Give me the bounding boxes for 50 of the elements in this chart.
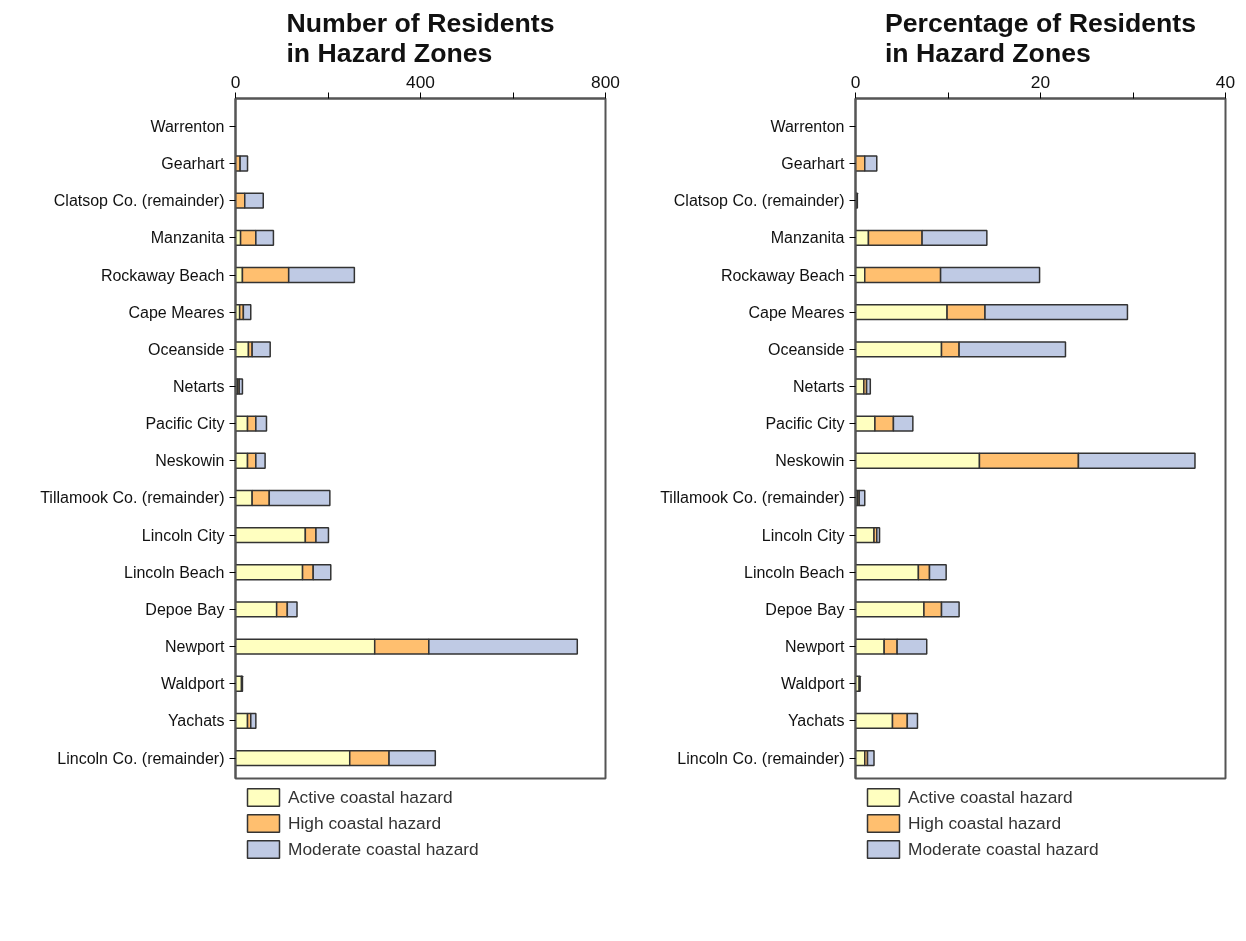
y-tick-label: Lincoln City <box>761 526 845 544</box>
y-tick-label: Clatsop Co. (remainder) <box>53 192 225 210</box>
y-tick-label: Warrenton <box>770 117 845 135</box>
y-tick-label: Tillamook Co. (remainder) <box>660 489 845 507</box>
y-tick-label: Rockaway Beach <box>100 266 225 284</box>
legend-label: Active coastal hazard <box>908 786 1073 808</box>
y-tick-label: Rockaway Beach <box>720 266 845 284</box>
y-tick-label: Newport <box>164 638 226 656</box>
x-tick-label: 40 <box>1215 71 1236 92</box>
y-tick-label: Neskowin <box>775 452 845 470</box>
y-tick-label: Waldport <box>161 675 226 693</box>
y-tick-label: Lincoln Co. (remainder) <box>677 749 845 767</box>
x-tick-label: 20 <box>1030 71 1051 92</box>
chart-title: Number of Residents in Hazard Zones <box>286 7 555 68</box>
y-tick-label: Clatsop Co. (remainder) <box>673 192 845 210</box>
y-tick-label: Neskowin <box>155 452 225 470</box>
legend-label: Moderate coastal hazard <box>908 838 1099 860</box>
y-tick-label: Lincoln Co. (remainder) <box>57 749 225 767</box>
y-tick-label: Manzanita <box>150 229 225 247</box>
x-tick-label: 0 <box>850 71 861 92</box>
y-tick-label: Depoe Bay <box>145 600 225 618</box>
legend-label: Moderate coastal hazard <box>288 838 479 860</box>
y-tick-label: Gearhart <box>161 155 226 173</box>
y-tick-label: Yachats <box>167 712 225 730</box>
chart-title: Percentage of Residents in Hazard Zones <box>884 7 1197 68</box>
y-tick-label: Warrenton <box>150 117 225 135</box>
y-tick-label: Newport <box>784 638 846 656</box>
x-tick-label: 800 <box>591 71 620 92</box>
y-tick-label: Waldport <box>781 675 846 693</box>
x-tick-label: 0 <box>230 71 241 92</box>
y-tick-label: Lincoln Beach <box>123 563 225 581</box>
legend-label: High coastal hazard <box>908 812 1062 834</box>
y-tick-label: Lincoln Beach <box>743 563 845 581</box>
y-tick-label: Depoe Bay <box>765 600 845 618</box>
y-tick-label: Netarts <box>792 377 845 395</box>
legend-label: Active coastal hazard <box>288 786 453 808</box>
y-tick-label: Pacific City <box>765 415 845 433</box>
legend-label: High coastal hazard <box>288 812 442 834</box>
y-tick-label: Tillamook Co. (remainder) <box>40 489 225 507</box>
y-tick-label: Pacific City <box>145 415 225 433</box>
y-tick-label: Cape Meares <box>128 303 225 321</box>
y-tick-label: Netarts <box>172 377 225 395</box>
y-tick-label: Oceanside <box>148 340 225 358</box>
x-tick-label: 400 <box>406 71 435 92</box>
y-tick-label: Manzanita <box>770 229 845 247</box>
y-tick-label: Cape Meares <box>748 303 845 321</box>
y-tick-label: Gearhart <box>781 155 846 173</box>
y-tick-label: Lincoln City <box>141 526 225 544</box>
y-tick-label: Yachats <box>787 712 845 730</box>
y-tick-label: Oceanside <box>768 340 845 358</box>
